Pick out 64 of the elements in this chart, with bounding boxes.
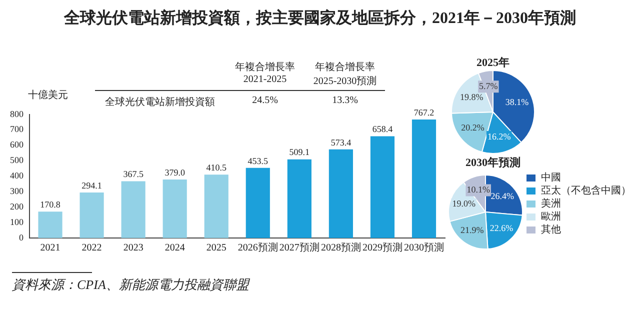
data-label: 294.1: [82, 180, 102, 190]
chart-title: 全球光伏電站新增投資額，按主要國家及地區拆分，2021年－2030年預測: [62, 8, 577, 29]
source-note: 資料來源：CPIA、新能源電力投融資聯盟: [12, 276, 249, 294]
y-tick-label: 500: [10, 155, 24, 166]
bar: [38, 212, 62, 238]
y-tick-label: 0: [19, 232, 24, 242]
bar: [328, 149, 353, 238]
y-tick-label: 700: [10, 124, 24, 134]
text: 24.5%: [251, 95, 279, 108]
data-label: 38.1%: [505, 96, 530, 107]
x-tick-label: 2028預測: [320, 242, 361, 254]
data-label: 170.8: [40, 199, 61, 210]
y-axis-title: 十億美元: [28, 88, 68, 102]
data-label: 16.2%: [487, 131, 512, 142]
bar: [80, 192, 104, 238]
data-label: 509.1: [289, 147, 310, 158]
data-label: 20.2%: [461, 122, 485, 132]
data-label: 5.7%: [479, 81, 498, 92]
y-tick-label: 800: [10, 108, 24, 119]
text: 年複合增長率 2021-2025: [234, 60, 296, 87]
bar: [162, 179, 187, 238]
data-label: 367.5: [123, 169, 144, 180]
x-tick-label: 2023: [123, 242, 144, 254]
data-label: 410.5: [206, 162, 227, 172]
y-tick-label: 400: [10, 170, 24, 181]
legend-label: 亞太（不包含中國）: [541, 184, 631, 197]
data-label: 19.0%: [452, 198, 476, 209]
data-label: 26.4%: [490, 190, 515, 201]
bar: [287, 159, 312, 238]
x-tick-label: 2022: [82, 242, 102, 254]
data-label: 379.0: [164, 167, 186, 178]
data-label: 22.6%: [490, 222, 514, 233]
chart-title: 2025年: [476, 56, 510, 70]
text: 全球光伏電站新增投資額: [104, 96, 216, 109]
data-label: 658.4: [372, 124, 394, 134]
data-label: 21.9%: [460, 224, 484, 235]
text: 13.3%: [331, 95, 359, 108]
y-tick-label: 300: [10, 186, 24, 196]
legend-label: 美洲: [541, 198, 561, 210]
x-tick-label: 2021: [40, 242, 60, 254]
chart-title: 2030年預測: [464, 156, 522, 170]
x-tick-label: 2025: [206, 242, 226, 254]
bar: [370, 136, 395, 238]
x-tick-label: 2026預測: [238, 242, 278, 254]
data-label: 10.1%: [466, 184, 490, 195]
bar: [246, 168, 270, 238]
bar: [412, 119, 436, 238]
x-tick-label: 2030預測: [404, 242, 444, 254]
y-tick-label: 200: [10, 201, 24, 212]
x-tick-label: 2029預測: [362, 242, 402, 254]
legend-label: 其他: [541, 224, 561, 236]
data-label: 453.5: [248, 156, 269, 166]
text: 年複合增長率 2025-2030預測: [312, 60, 378, 88]
legend-label: 中國: [541, 172, 561, 184]
y-tick-label: 100: [10, 216, 24, 227]
data-label: 573.4: [330, 137, 352, 148]
data-label: 19.8%: [460, 92, 484, 102]
x-tick-label: 2027預測: [279, 242, 320, 254]
data-label: 767.2: [414, 107, 434, 118]
legend-label: 歐洲: [541, 210, 561, 223]
bar: [204, 174, 228, 238]
bar: [121, 181, 146, 238]
x-tick-label: 2024: [164, 242, 185, 254]
y-tick-label: 600: [10, 140, 24, 150]
